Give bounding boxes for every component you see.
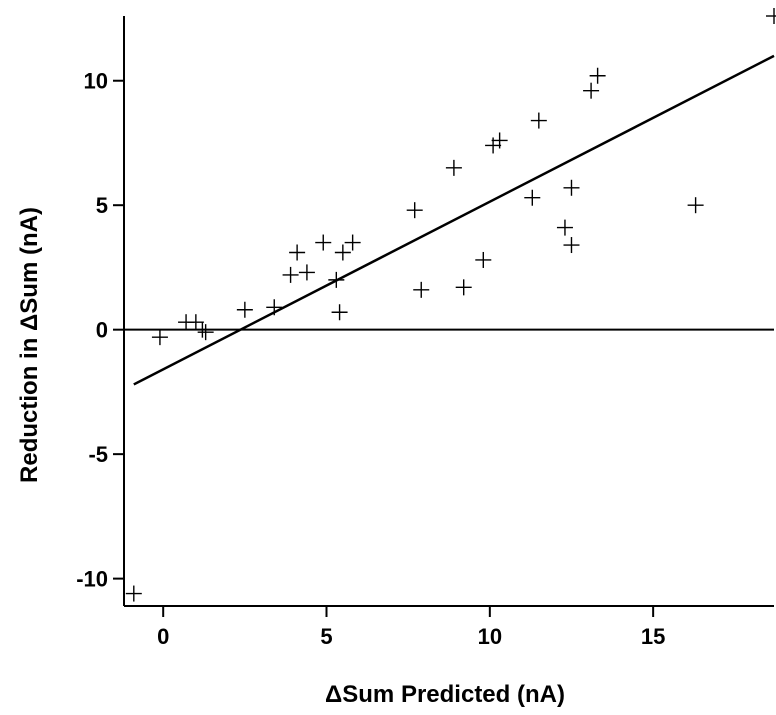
- y-tick-label: 5: [96, 193, 108, 218]
- x-tick-label: 10: [478, 624, 502, 649]
- x-tick-label: 15: [641, 624, 665, 649]
- data-point: [475, 251, 492, 268]
- data-point: [766, 8, 776, 24]
- data-point: [344, 234, 361, 251]
- data-point: [197, 324, 214, 341]
- data-point: [187, 314, 204, 331]
- data-point: [524, 189, 541, 206]
- y-axis-title: Reduction in ΔSum (nA): [16, 207, 43, 483]
- axes: -10 -5 0 5 10 0 5 10 15: [76, 16, 774, 649]
- data-point: [289, 244, 306, 261]
- data-point: [331, 304, 348, 321]
- data-point: [445, 159, 462, 176]
- data-point: [563, 237, 580, 254]
- data-point: [236, 301, 253, 318]
- data-point: [406, 202, 423, 219]
- y-tick-label: -10: [76, 567, 108, 592]
- data-point: [563, 179, 580, 196]
- data-point: [491, 132, 508, 149]
- data-point: [530, 112, 547, 129]
- y-tick-label: -5: [88, 442, 108, 467]
- y-tick-label: 10: [84, 69, 108, 94]
- x-axis-title: ΔSum Predicted (nA): [325, 681, 565, 708]
- data-point: [328, 271, 345, 288]
- data-point: [315, 234, 332, 251]
- data-point: [125, 585, 142, 602]
- plot-area: [124, 8, 776, 602]
- data-point: [556, 219, 573, 236]
- data-point: [194, 321, 211, 338]
- data-point: [151, 329, 168, 346]
- y-tick-label: 0: [96, 318, 108, 343]
- fit-line: [133, 54, 775, 386]
- data-point: [266, 299, 283, 316]
- x-tick-label: 0: [157, 624, 169, 649]
- x-tick-label: 5: [320, 624, 332, 649]
- data-point: [334, 244, 351, 261]
- data-point: [455, 279, 472, 296]
- data-point: [589, 67, 606, 84]
- data-point: [583, 82, 600, 99]
- data-point: [282, 266, 299, 283]
- data-point: [298, 264, 315, 281]
- data-point: [687, 197, 704, 214]
- data-point: [413, 281, 430, 298]
